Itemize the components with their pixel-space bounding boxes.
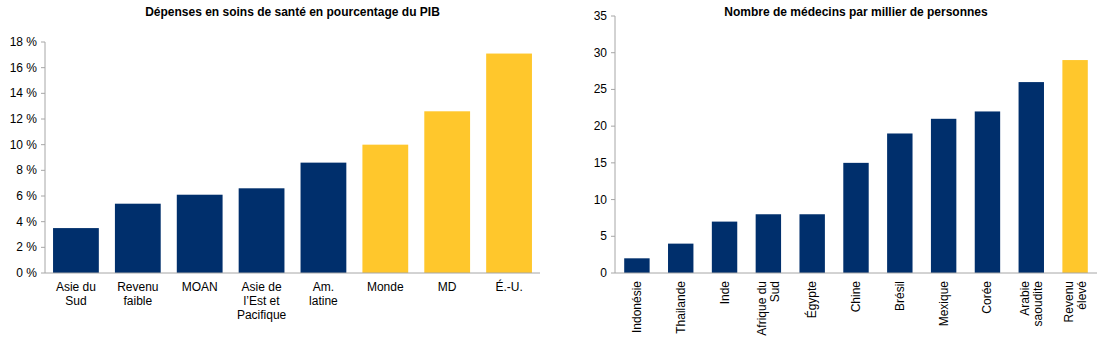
y-tick-label: 5	[600, 229, 607, 243]
x-tick-label: Monde	[367, 280, 404, 294]
x-tick-label: Revenufaible	[117, 280, 158, 308]
y-tick-label: 20	[594, 119, 608, 133]
y-tick	[41, 170, 45, 171]
y-axis-line	[615, 16, 616, 273]
y-tick	[611, 162, 615, 163]
x-label-group: Indonésie	[630, 281, 644, 333]
x-label-group: Thailande	[674, 281, 688, 334]
bar	[239, 188, 285, 273]
y-tick	[611, 199, 615, 200]
x-tick-label: Asie duSud	[56, 280, 96, 308]
bar	[668, 244, 693, 273]
x-axis-line	[615, 273, 1097, 274]
y-tick-label: 4 %	[16, 215, 37, 229]
x-label-group: Corée	[980, 281, 994, 314]
bar	[177, 195, 223, 273]
bar	[1019, 82, 1044, 273]
y-tick	[611, 16, 615, 17]
x-tick-label: Thailande	[674, 281, 688, 334]
y-axis-line	[45, 42, 46, 273]
x-tick-label: Am.latine	[309, 280, 338, 308]
x-tick-label: Inde	[718, 281, 732, 305]
bar	[301, 163, 347, 273]
bars	[624, 60, 1088, 273]
y-tick	[41, 247, 45, 248]
bar	[887, 133, 912, 273]
x-tick-label: MD	[438, 280, 457, 294]
bar	[712, 222, 737, 273]
x-axis-line	[45, 273, 540, 274]
y-tick-label: 10 %	[10, 138, 38, 152]
y-tick	[41, 221, 45, 222]
x-label-group: Égypte	[804, 281, 819, 319]
y-tick	[611, 89, 615, 90]
bar	[843, 163, 868, 273]
x-tick-label: Asie del’Est etPacifique	[237, 280, 287, 322]
x-tick-label: Afrique duSud	[755, 281, 782, 336]
y-tick-label: 8 %	[16, 163, 37, 177]
bar	[424, 111, 470, 273]
y-tick	[41, 196, 45, 197]
y-tick	[41, 67, 45, 68]
y-tick	[41, 42, 45, 43]
chart-canvas: Dépenses en soins de santé en pourcentag…	[0, 0, 1117, 362]
x-tick-label: Indonésie	[630, 281, 644, 333]
x-tick-label: MOAN	[182, 280, 218, 294]
x-label-group: Afrique duSud	[755, 281, 782, 336]
x-label-group: Chine	[849, 281, 863, 313]
y-tick	[41, 273, 45, 274]
x-tick-label: Revenuélevé	[1062, 281, 1089, 323]
y-tick-label: 35	[594, 9, 608, 23]
x-label-group: Arabiesaoudite	[1018, 281, 1045, 327]
y-tick	[41, 144, 45, 145]
chart: Dépenses en soins de santé en pourcentag…	[10, 5, 540, 322]
chart-title: Nombre de médecins par millier de person…	[724, 5, 988, 19]
y-tick	[41, 119, 45, 120]
y-tick-label: 0 %	[16, 266, 37, 280]
y-tick-label: 15	[594, 156, 608, 170]
x-tick-label: Mexique	[937, 281, 951, 327]
y-tick-label: 16 %	[10, 61, 38, 75]
bar	[931, 119, 956, 273]
x-label-group: Brésil	[893, 281, 907, 311]
y-tick-label: 25	[594, 82, 608, 96]
bar	[53, 228, 99, 273]
bars	[53, 54, 532, 273]
bar	[624, 258, 649, 273]
bar	[115, 204, 161, 273]
bar	[756, 214, 781, 273]
x-label-group: Inde	[718, 281, 732, 305]
y-tick	[41, 93, 45, 94]
chart: Nombre de médecins par millier de person…	[594, 5, 1097, 336]
chart-title: Dépenses en soins de santé en pourcentag…	[145, 5, 440, 19]
y-tick-label: 0	[600, 266, 607, 280]
y-tick-label: 10	[594, 193, 608, 207]
y-tick-label: 14 %	[10, 86, 38, 100]
x-label-group: Revenuélevé	[1062, 281, 1089, 323]
y-tick-label: 18 %	[10, 35, 38, 49]
y-tick-label: 6 %	[16, 189, 37, 203]
x-tick-label: Arabiesaoudite	[1018, 281, 1045, 327]
y-tick	[611, 236, 615, 237]
x-label-group: Mexique	[937, 281, 951, 327]
bar	[486, 54, 532, 273]
y-tick-label: 2 %	[16, 240, 37, 254]
y-tick-label: 30	[594, 46, 608, 60]
y-tick	[611, 126, 615, 127]
y-tick-label: 12 %	[10, 112, 38, 126]
y-tick	[611, 273, 615, 274]
bar	[1062, 60, 1087, 273]
x-tick-label: Égypte	[804, 281, 819, 319]
x-tick-label: Brésil	[893, 281, 907, 311]
y-tick	[611, 52, 615, 53]
x-tick-label: Corée	[980, 281, 994, 314]
x-tick-label: É.-U.	[495, 279, 522, 294]
x-tick-label: Chine	[849, 281, 863, 313]
bar	[362, 145, 408, 273]
bar	[799, 214, 824, 273]
bar	[975, 111, 1000, 273]
